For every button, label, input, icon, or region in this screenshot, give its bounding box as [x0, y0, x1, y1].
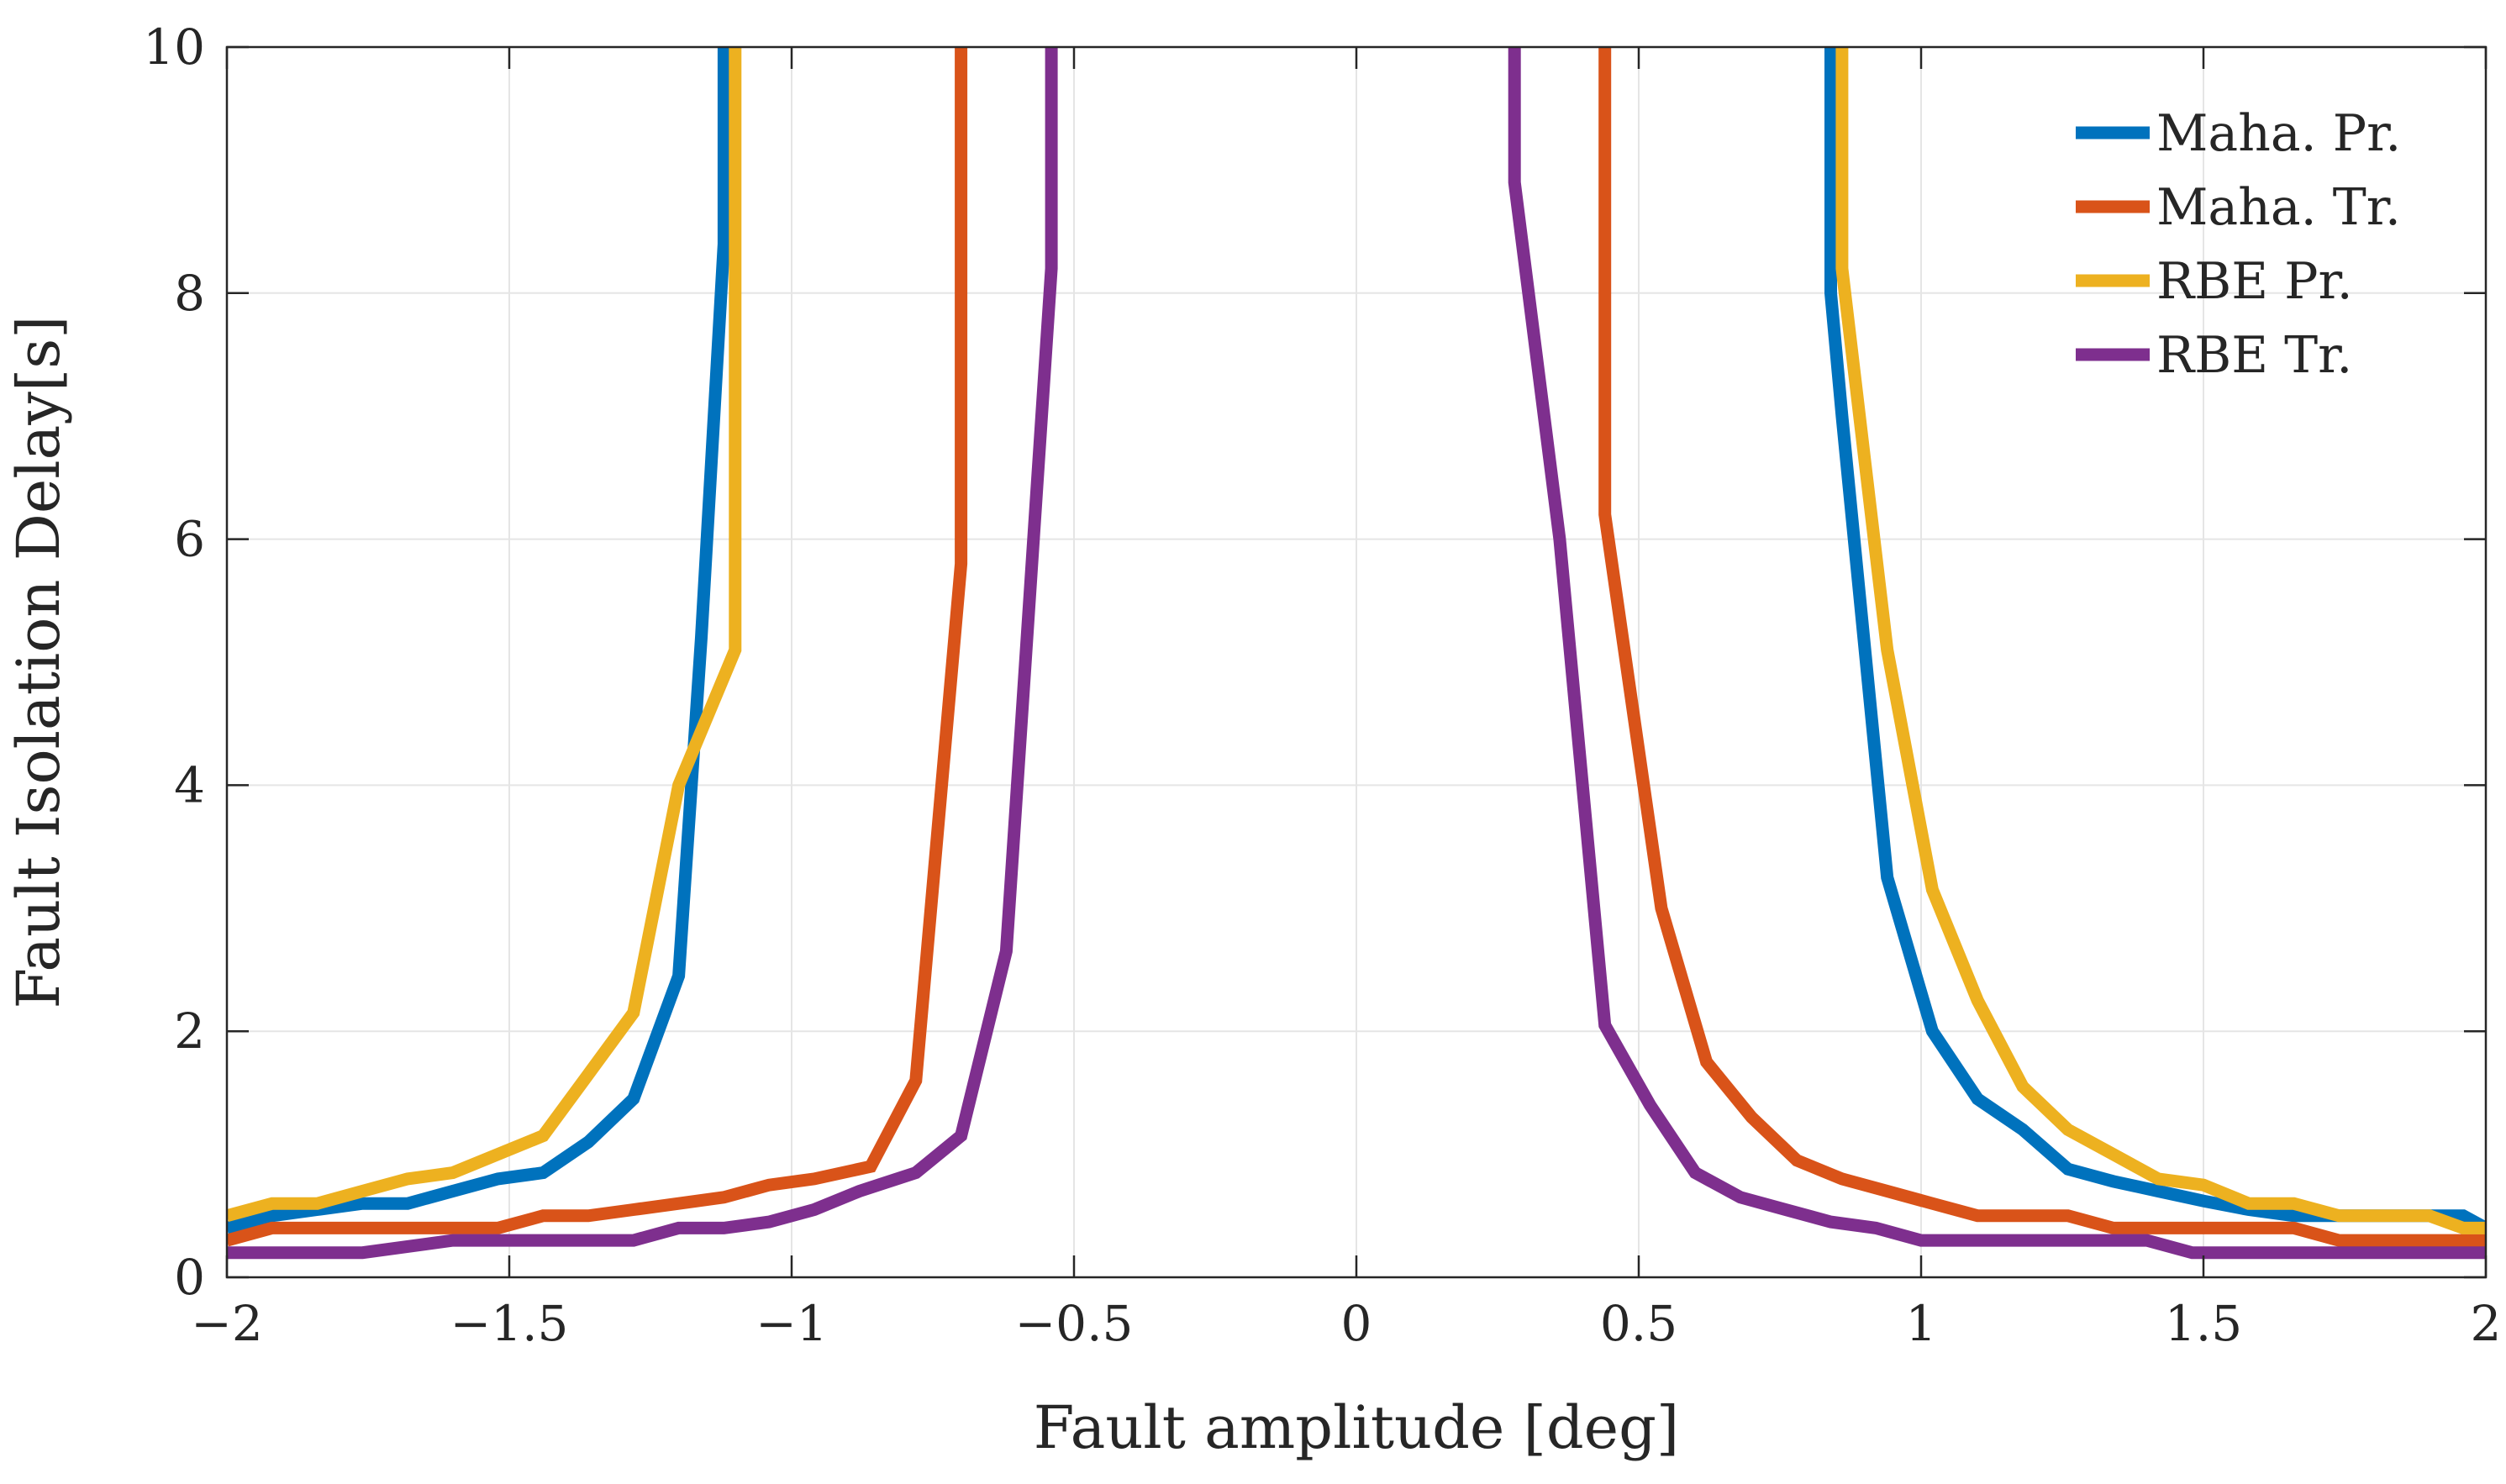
series-line-rbe-tr [227, 47, 1058, 1260]
x-tick-label: −2 [191, 1295, 263, 1352]
y-tick-label: 2 [174, 1002, 205, 1060]
x-tick-label: 0 [1341, 1295, 1372, 1352]
series-line-maha-tr [227, 47, 968, 1247]
x-tick-label: 1.5 [2165, 1295, 2242, 1352]
legend-label-rbe-tr: RBE Tr. [2156, 326, 2352, 385]
legend-label-maha-pr: Maha. Pr. [2156, 104, 2401, 163]
series-line-rbe-pr [227, 47, 742, 1223]
x-tick-labels: −2 −1.5 −1 −0.5 0 0.5 1 1.5 2 [191, 1295, 2501, 1352]
axis-ticks [225, 45, 2488, 1279]
y-tick-labels: 0 2 4 6 8 10 [143, 18, 205, 1306]
series-lines [227, 47, 2486, 1260]
series-line-rbe-tr [1508, 47, 2486, 1260]
x-tick-label: 1 [1906, 1295, 1937, 1352]
y-axis-label: Fault Isolation Delay[s] [4, 316, 73, 1009]
legend-label-rbe-pr: RBE Pr. [2156, 252, 2353, 311]
legend-label-maha-tr: Maha. Tr. [2156, 178, 2401, 237]
y-tick-label: 10 [143, 18, 205, 76]
x-tick-label: −1 [755, 1295, 828, 1352]
x-tick-label: 2 [2471, 1295, 2502, 1352]
y-tick-label: 6 [174, 511, 205, 568]
series-line-maha-pr [227, 47, 730, 1234]
x-tick-label: −0.5 [1015, 1295, 1134, 1352]
x-tick-label: −1.5 [450, 1295, 569, 1352]
x-axis-label: Fault amplitude [deg] [1034, 1393, 1679, 1462]
series-line-rbe-pr [1835, 47, 2486, 1234]
series-line-maha-tr [1598, 47, 2486, 1247]
y-tick-label: 4 [174, 756, 205, 813]
y-tick-label: 0 [174, 1249, 205, 1306]
legend: Maha. Pr. Maha. Tr. RBE Pr. RBE Tr. [2076, 104, 2401, 385]
x-tick-label: 0.5 [1600, 1295, 1677, 1352]
y-tick-label: 8 [174, 265, 205, 322]
